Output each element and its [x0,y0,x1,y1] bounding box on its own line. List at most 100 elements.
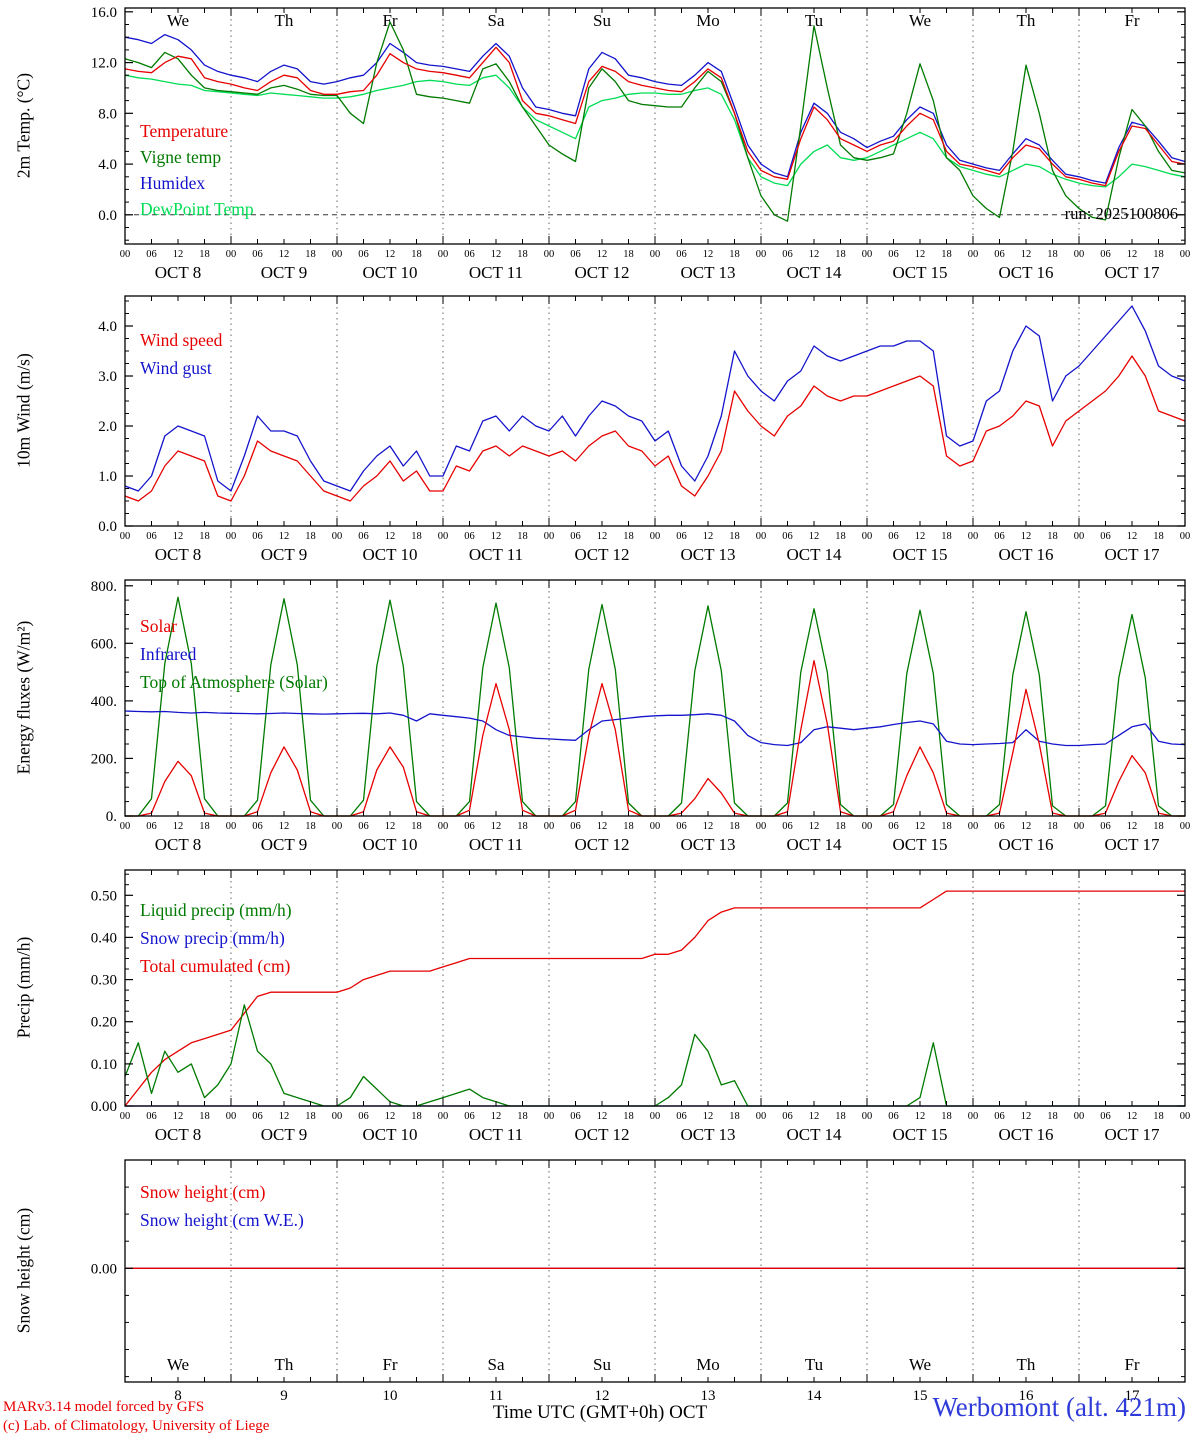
legend-snow-height: Snow height (cm) Snow height (cm W.E.) [140,1178,304,1234]
hour-tick-label: 06 [994,249,1005,260]
y-tick-label: 0.0 [98,208,117,224]
hour-tick-label: 18 [1153,821,1164,832]
hour-tick-label: 06 [782,531,793,542]
hour-tick-label: 18 [623,1111,634,1122]
date-label: OCT 10 [363,263,418,282]
y-tick-label: 8.0 [98,106,117,122]
hour-tick-label: 12 [915,531,926,542]
date-label: OCT 16 [999,1125,1054,1144]
run-label: run: 2025100806 [1064,204,1178,223]
hour-tick-label: 12 [809,1111,820,1122]
hour-tick-label: 12 [597,531,608,542]
hour-tick-label: 06 [888,249,899,260]
hour-tick-label: 06 [676,1111,687,1122]
weekday-label: Th [275,11,294,30]
weekday-label: We [167,1355,189,1374]
hour-tick-label: 06 [252,249,263,260]
date-label: OCT 9 [261,1125,307,1144]
hour-tick-label: 12 [703,249,714,260]
hour-tick-label: 06 [358,821,369,832]
weekday-label: We [909,1355,931,1374]
legend-item: Wind speed [140,330,223,350]
panel-temperature-plot: 16.0 12.0 8.0 4.0 0.0 00 06 12 18 00 06 12 18 00 06 12 1… [91,5,1191,282]
hour-tick-label: 18 [835,821,846,832]
hour-tick-label: 00 [1074,1111,1085,1122]
hour-tick-label: 06 [146,249,157,260]
hour-tick-label: 18 [305,249,316,260]
y-tick-label: 4.0 [98,157,117,173]
hour-tick-label: 00 [862,821,873,832]
hour-tick-label: 18 [941,1111,952,1122]
hour-tick-label: 18 [199,1111,210,1122]
hour-tick-label: 18 [835,1111,846,1122]
date-label: OCT 17 [1105,263,1160,282]
date-label: OCT 16 [999,835,1054,854]
date-label: OCT 13 [681,545,736,564]
legend-item: DewPoint Temp [140,199,254,219]
hour-tick-label: 00 [1074,531,1085,542]
date-label: OCT 15 [893,1125,948,1144]
hour-tick-label: 06 [570,531,581,542]
hour-tick-label: 18 [623,249,634,260]
y-tick-label: 0.50 [91,888,117,904]
date-label: OCT 11 [469,835,523,854]
hour-tick-label: 00 [756,249,767,260]
y-tick-label: 12.0 [91,56,117,72]
hour-tick-label: 12 [1127,249,1138,260]
weekday-label: Fr [382,11,397,30]
date-label: OCT 8 [155,1125,201,1144]
hour-tick-label: 00 [544,531,555,542]
legend-item: Wind gust [140,358,212,378]
panel-snow-height-plot: 0.00 8 9 10 11 12 13 14 15 16 17 We Th Fr Sa Su Mo Tu We Th… [91,1159,1186,1404]
hour-tick-label: 06 [358,249,369,260]
hour-tick-label: 00 [544,1111,555,1122]
legend-item: Snow height (cm) [140,1182,266,1202]
hour-tick-label: 00 [120,531,131,542]
weekday-label: Fr [1124,11,1139,30]
weekday-label: Su [593,11,611,30]
date-label: OCT 16 [999,545,1054,564]
date-label: OCT 14 [787,835,842,854]
hour-tick-label: 00 [226,531,237,542]
hour-tick-label: 12 [809,821,820,832]
series-line [124,710,1186,747]
hour-tick-label: 18 [729,821,740,832]
hour-tick-label: 12 [279,1111,290,1122]
hour-tick-label: 12 [385,531,396,542]
weekday-label: Sa [488,11,505,30]
date-label: OCT 15 [893,835,948,854]
weekday-label: Su [593,1355,611,1374]
y-tick-label: 4.0 [98,319,117,335]
hour-tick-label: 12 [385,821,396,832]
date-label: OCT 17 [1105,835,1160,854]
hour-tick-label: 12 [173,821,184,832]
y-tick-label: 0.10 [91,1057,117,1073]
hour-tick-label: 06 [676,821,687,832]
hour-tick-label: 00 [650,821,661,832]
date-label: OCT 13 [681,835,736,854]
copyright-credit: (c) Lab. of Climatology, University of L… [3,1418,270,1434]
hour-tick-label: 12 [597,249,608,260]
hour-tick-label: 06 [994,821,1005,832]
hour-tick-label: 00 [332,1111,343,1122]
hour-tick-label: 18 [1153,531,1164,542]
hour-tick-label: 06 [782,1111,793,1122]
hour-tick-label: 12 [1127,821,1138,832]
footer-credits: MARv3.14 model forced by GFS (c) Lab. of… [3,1398,269,1436]
hour-tick-label: 18 [729,1111,740,1122]
hour-tick-label: 12 [915,1111,926,1122]
hour-tick-label: 12 [1127,1111,1138,1122]
hour-tick-label: 06 [570,249,581,260]
hour-tick-label: 12 [385,249,396,260]
hour-tick-label: 12 [173,249,184,260]
hour-tick-label: 18 [941,531,952,542]
weekday-label: Sa [488,1355,505,1374]
hour-tick-label: 00 [226,249,237,260]
hour-tick-label: 12 [1021,249,1032,260]
date-label: OCT 17 [1105,1125,1160,1144]
date-number-label: 9 [280,1388,288,1404]
hour-tick-label: 18 [941,249,952,260]
hour-tick-label: 06 [358,1111,369,1122]
hour-tick-label: 18 [729,249,740,260]
